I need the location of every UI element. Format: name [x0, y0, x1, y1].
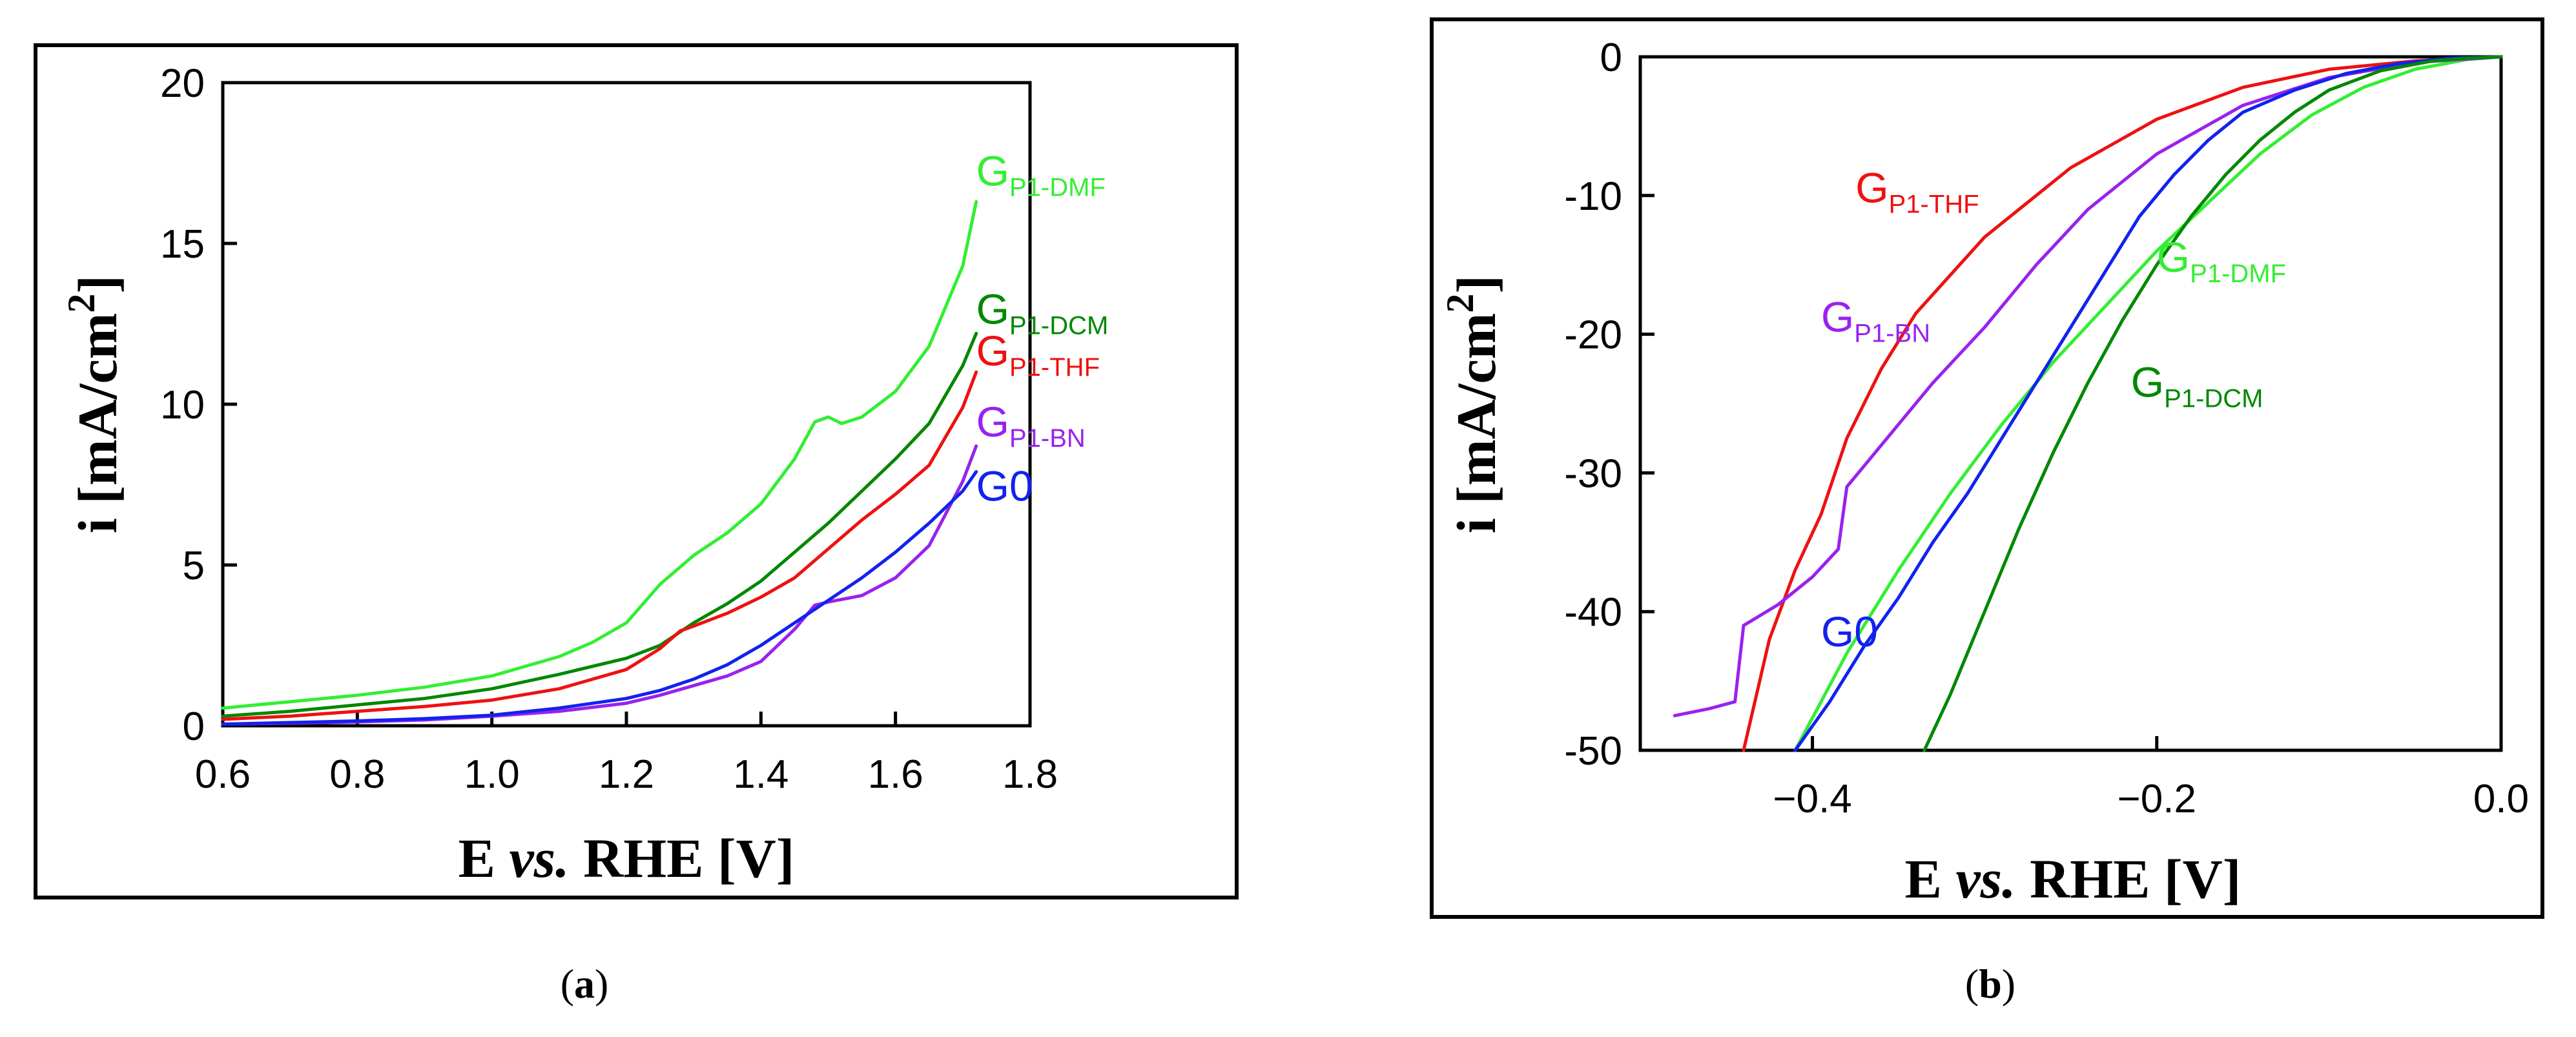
y-tick-label: 15 — [160, 222, 205, 267]
x-tick-label: 1.2 — [599, 752, 654, 797]
y-tick-label: -50 — [1564, 729, 1622, 774]
panel-a-tick-labels: 0.6 0.8 1.0 1.2 1.4 1.6 1.8 0 5 10 15 20 — [160, 61, 1058, 797]
x-tick-label: 0.6 — [195, 752, 251, 797]
panel-b-caption: (b) — [1965, 961, 2015, 1007]
panel-a-frame — [34, 43, 1239, 899]
panel-a-plot-area — [221, 81, 1032, 728]
panel-a-series — [221, 200, 978, 726]
panel-a-caption: (a) — [561, 961, 609, 1007]
series-line-g-p1-dmf — [221, 200, 978, 710]
series-line-g0 — [1793, 55, 2503, 752]
x-tick-label: 1.6 — [868, 752, 923, 797]
y-tick-label: -20 — [1564, 313, 1622, 358]
panel-b: −0.4 −0.2 0.0 0 -10 -20 -30 -40 -50 GP1-THF GP1-D… — [1430, 17, 2544, 919]
x-tick-label: −0.4 — [1773, 777, 1851, 821]
y-tick-label: -30 — [1564, 451, 1622, 496]
y-tick-label: -40 — [1564, 590, 1622, 635]
panel-a-ticks — [221, 81, 1032, 728]
y-tick-label: 0 — [183, 704, 205, 749]
x-tick-label: 1.4 — [733, 752, 788, 797]
series-line-g-p1-dcm — [1922, 55, 2503, 752]
series-line-g0 — [221, 470, 978, 726]
y-tick-label: 0 — [1600, 36, 1622, 80]
series-label: GP1-THF — [1855, 164, 1979, 219]
panel-b-y-axis-label: i [mA/cm2] — [1439, 275, 1507, 533]
y-tick-label: 20 — [160, 61, 205, 106]
y-tick-label: 10 — [160, 383, 205, 427]
series-label: GP1-THF — [976, 327, 1100, 382]
panel-b-ticks — [1640, 55, 2503, 752]
series-label: GP1-BN — [1821, 293, 1930, 347]
panel-b-series — [1673, 55, 2503, 752]
panel-b-plot-area — [1638, 55, 2503, 752]
x-tick-label: 1.8 — [1002, 752, 1058, 797]
panel-b-frame — [1430, 17, 2544, 919]
series-label: GP1-DCM — [976, 285, 1109, 340]
series-label: GP1-BN — [976, 398, 1086, 453]
x-tick-label: 0.0 — [2473, 777, 2529, 821]
series-line-g-p1-dmf — [1793, 55, 2503, 752]
panel-a-y-axis-label: i [mA/cm2] — [60, 275, 129, 533]
panel-b-series-labels: GP1-THF GP1-DMF GP1-BN G0 GP1-DCM — [1821, 164, 2286, 655]
y-tick-label: 5 — [183, 544, 205, 588]
series-label: G0 — [976, 462, 1033, 509]
panel-b-x-axis-label: E vs. RHE [V] — [1905, 848, 2241, 910]
series-label: GP1-DMF — [2157, 233, 2286, 288]
series-label: G0 — [1821, 608, 1878, 655]
x-tick-label: 1.0 — [464, 752, 520, 797]
x-tick-label: 0.8 — [329, 752, 385, 797]
series-line-g-p1-bn — [1673, 55, 2503, 717]
x-tick-label: −0.2 — [2117, 777, 2196, 821]
series-line-g-p1-thf — [1742, 55, 2503, 752]
series-label: GP1-DCM — [2131, 358, 2263, 413]
series-label: GP1-DMF — [976, 147, 1106, 201]
y-tick-label: -10 — [1564, 174, 1622, 219]
series-line-g-p1-thf — [221, 370, 978, 721]
panel-a-x-axis-label: E vs. RHE [V] — [459, 827, 795, 889]
series-line-g-p1-dcm — [221, 331, 978, 718]
panel-b-tick-labels: −0.4 −0.2 0.0 0 -10 -20 -30 -40 -50 — [1564, 36, 2529, 821]
